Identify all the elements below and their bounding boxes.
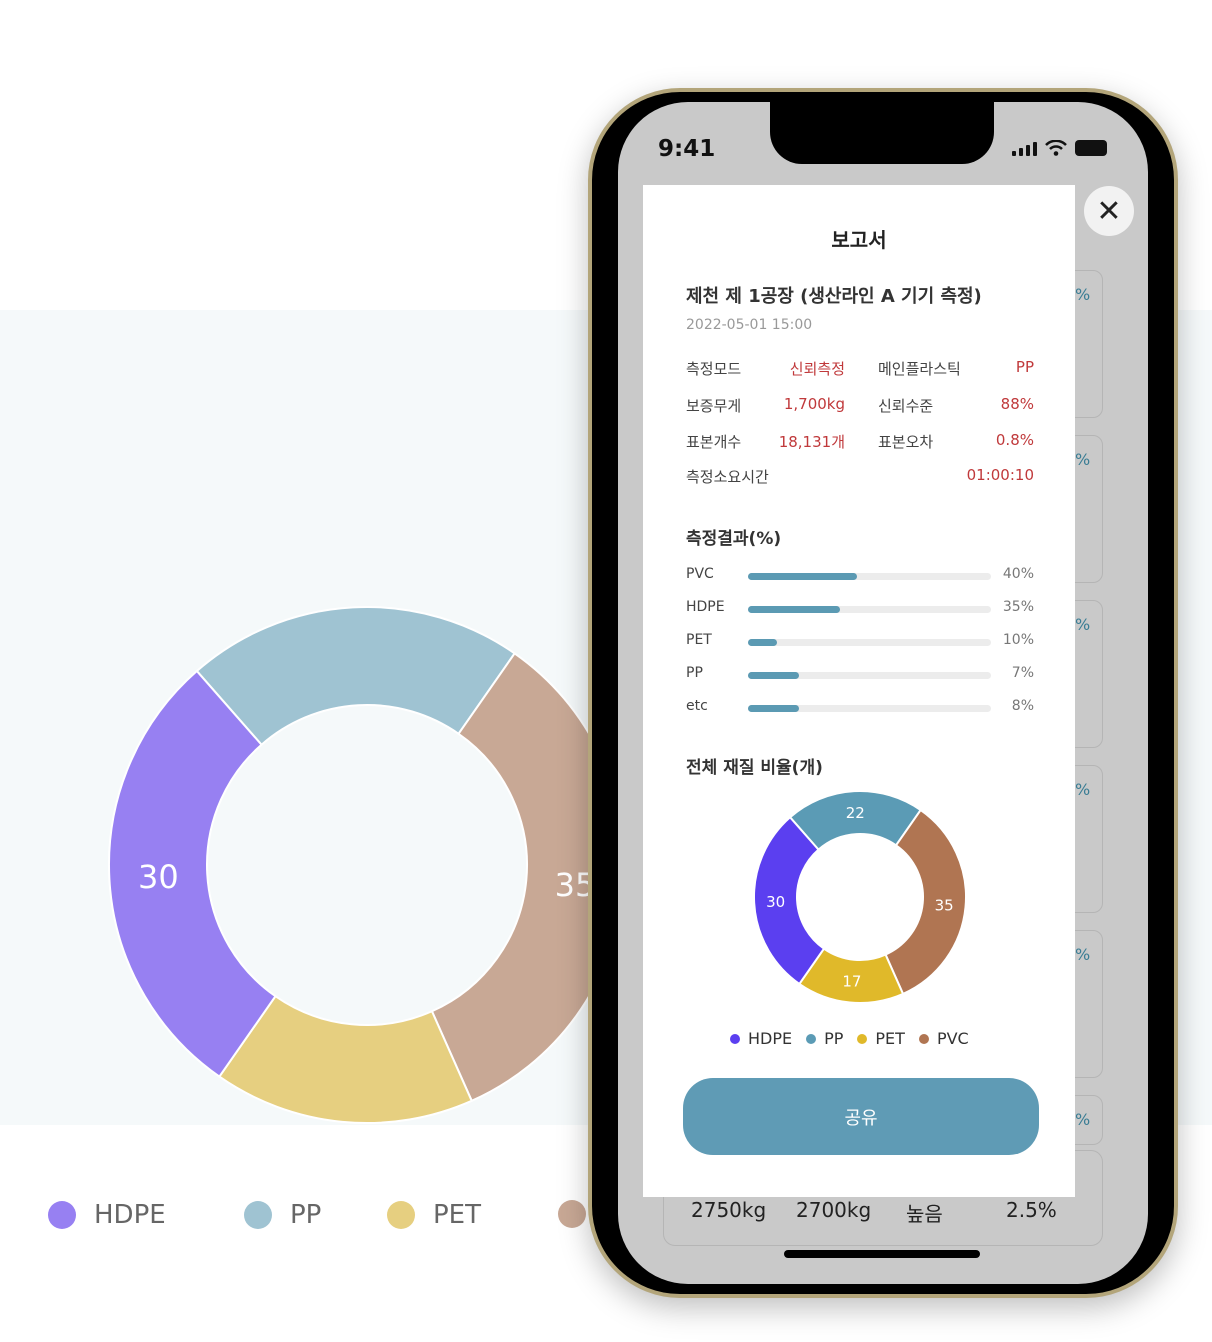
slice-label-hdpe: 30 [766,893,785,911]
bg-legend-pp: PP [244,1200,321,1230]
legend-label: HDPE [94,1200,166,1230]
result-row-pp: PP 7% [686,665,1034,685]
result-percent: 35% [1002,599,1034,615]
result-percent: 10% [1002,632,1034,648]
info-value: 1,700kg [783,395,845,413]
result-bar-track [748,573,991,580]
close-button[interactable]: ✕ [1084,186,1134,236]
result-name: HDPE [686,599,725,615]
result-name: PVC [686,566,714,582]
summary-value: 2.5% [1006,1198,1057,1222]
legend-dot [730,1033,740,1044]
info-label: 신뢰수준 [878,397,934,415]
result-percent: 7% [1011,665,1034,681]
slice-label-pp: 22 [846,804,865,822]
result-name: etc [686,698,708,714]
report-modal [643,185,1075,1197]
close-icon: ✕ [1096,193,1122,229]
result-bar-track [748,705,991,712]
result-name: PP [686,665,703,681]
legend-item-pet: PET [857,1029,905,1048]
ratio-title: 전체 재질 비율(개) [686,758,823,778]
legend-dot [918,1033,929,1044]
info-label: 메인플라스틱 [878,360,961,378]
report-date: 2022-05-01 15:00 [686,317,813,333]
result-bar-fill [748,606,841,613]
slice-label-pet: 17 [842,972,861,990]
status-icons [1012,140,1107,156]
legend-label: PP [290,1200,322,1230]
status-time: 9:41 [658,136,716,162]
result-percent: 8% [1011,698,1034,714]
result-bar-fill [748,672,800,679]
result-row-etc: etc 8% [686,698,1034,718]
slice-pvc [884,808,967,996]
legend-label: PET [433,1200,481,1230]
summary-value: 2700kg [796,1198,872,1222]
info-label: 표본개수 [686,433,742,451]
info-value: PP [1015,358,1034,376]
info-label: 측정소요시간 [686,468,769,486]
info-value: 88% [1000,395,1034,413]
report-subtitle: 제천 제 1공장 (생산라인 A 기기 측정) [686,286,982,307]
slice-pp [195,606,517,747]
legend-item-pvc: PVC [918,1029,969,1048]
battery-icon [1075,140,1107,156]
info-value: 01:00:10 [966,466,1034,484]
legend-label: PVC [936,1029,969,1048]
result-bar-track [748,606,991,613]
slice-label-hdpe: 30 [138,858,179,896]
info-value: 0.8% [995,431,1034,449]
donut-legend: HDPE PP PET PVC [730,1029,969,1048]
share-button[interactable]: 공유 [683,1078,1039,1155]
slice-hdpe [108,669,277,1078]
result-name: PET [686,632,712,648]
result-bar-track [748,639,991,646]
info-label: 보증무게 [686,397,742,415]
bg-legend-pvc [558,1200,604,1228]
result-bar-track [748,672,991,679]
summary-value: 2750kg [691,1198,767,1222]
result-row-hdpe: HDPE 35% [686,599,1034,619]
bg-legend-pet: PET [387,1200,481,1230]
modal-title: 보고서 [831,228,887,252]
wifi-icon [1045,140,1067,156]
slice-hdpe [753,815,826,986]
info-value: 18,131개 [778,433,845,451]
result-bar-fill [748,573,858,580]
result-percent: 40% [1002,566,1034,582]
legend-item-hdpe: HDPE [730,1029,792,1048]
info-label: 측정모드 [686,360,742,378]
result-row-pvc: PVC 40% [686,566,1034,586]
legend-label: PET [875,1029,905,1048]
results-title: 측정결과(%) [686,529,782,549]
result-bar-fill [748,705,800,712]
bg-legend-hdpe: HDPE [48,1200,166,1230]
legend-label: HDPE [748,1029,793,1048]
legend-item-pp: PP [806,1029,843,1048]
legend-label: PP [824,1029,844,1048]
result-bar-fill [748,639,778,646]
signal-icon [1012,142,1037,156]
slice-label-pvc: 35 [935,896,954,914]
info-value: 신뢰측정 [789,360,845,378]
legend-dot [857,1033,868,1044]
info-label: 표본오차 [878,433,934,451]
result-row-pet: PET 10% [686,632,1034,652]
summary-value: 높음 [906,1202,943,1226]
phone-notch [770,100,994,164]
legend-dot [806,1033,817,1044]
home-indicator [784,1250,980,1258]
